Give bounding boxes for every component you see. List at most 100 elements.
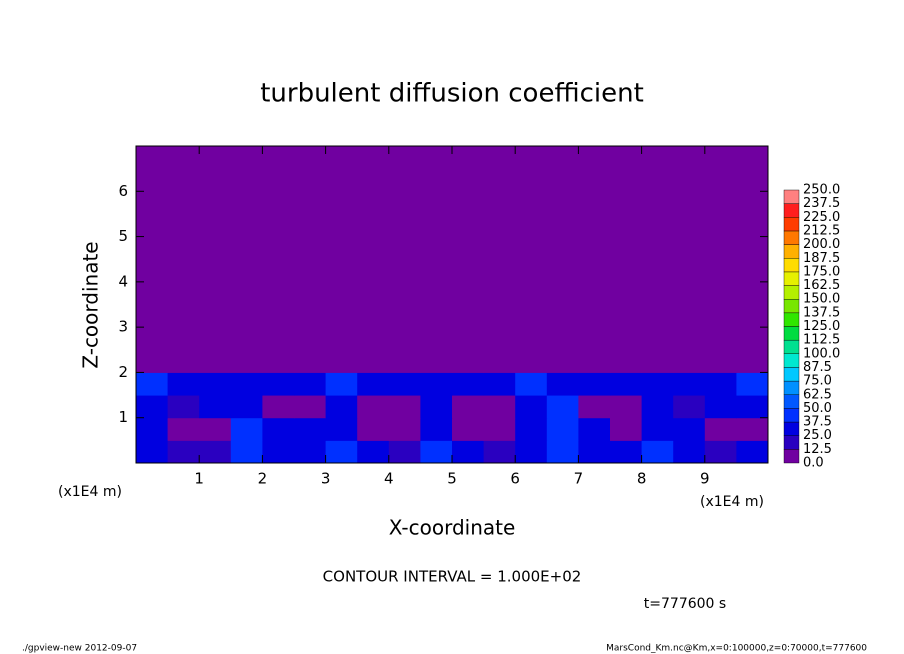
cell bbox=[736, 372, 769, 396]
colorbar-label: 75.0 bbox=[803, 374, 832, 389]
x-tick-label: 2 bbox=[258, 470, 268, 488]
colorbar-bin bbox=[783, 230, 800, 245]
cell bbox=[325, 395, 358, 419]
colorbar-bin bbox=[783, 312, 800, 327]
colorbar-bin bbox=[783, 394, 800, 409]
footer-left: ./gpview-new 2012-09-07 bbox=[22, 644, 137, 654]
colorbar-label: 125.0 bbox=[803, 319, 840, 334]
cell bbox=[736, 417, 769, 441]
cell bbox=[515, 440, 548, 464]
cell bbox=[294, 146, 327, 373]
colorbar-label: 200.0 bbox=[803, 237, 840, 252]
cell bbox=[452, 440, 485, 464]
cell bbox=[136, 417, 169, 441]
cell bbox=[673, 146, 706, 373]
cell bbox=[294, 440, 327, 464]
colorbar-bin bbox=[783, 339, 800, 354]
cell bbox=[230, 372, 263, 396]
cell bbox=[673, 417, 706, 441]
cell bbox=[704, 417, 737, 441]
colorbar-bin bbox=[783, 217, 800, 232]
cell bbox=[199, 146, 232, 373]
cell bbox=[483, 146, 516, 373]
cell bbox=[546, 417, 579, 441]
cell bbox=[452, 395, 485, 419]
cell bbox=[388, 440, 421, 464]
colorbar-label: 112.5 bbox=[803, 333, 840, 348]
cell bbox=[641, 395, 674, 419]
cell bbox=[546, 372, 579, 396]
cell bbox=[167, 417, 200, 441]
x-tick-label: 6 bbox=[510, 470, 520, 488]
colorbar-bin bbox=[783, 449, 800, 464]
cell bbox=[610, 372, 643, 396]
y-unit: (x1E4 m) bbox=[58, 484, 122, 500]
x-tick-label: 4 bbox=[384, 470, 394, 488]
colorbar-bin bbox=[783, 353, 800, 368]
cell bbox=[325, 146, 358, 373]
cell bbox=[641, 146, 674, 373]
colorbar-label: 212.5 bbox=[803, 223, 840, 238]
cell bbox=[578, 440, 611, 464]
cell bbox=[704, 440, 737, 464]
cell bbox=[641, 372, 674, 396]
cell bbox=[736, 440, 769, 464]
y-tick-label: 4 bbox=[118, 272, 128, 290]
cell bbox=[357, 372, 390, 396]
cell bbox=[420, 395, 453, 419]
colorbar-label: 162.5 bbox=[803, 278, 840, 293]
colorbar-bin bbox=[783, 367, 800, 382]
cell bbox=[420, 417, 453, 441]
cell bbox=[515, 146, 548, 373]
colorbar-bin bbox=[783, 299, 800, 314]
cell bbox=[641, 417, 674, 441]
cell bbox=[704, 146, 737, 373]
colorbar-label: 225.0 bbox=[803, 210, 840, 225]
cell bbox=[388, 417, 421, 441]
x-tick-label: 7 bbox=[574, 470, 584, 488]
cell bbox=[199, 372, 232, 396]
colorbar-bin bbox=[783, 203, 800, 218]
cell bbox=[167, 395, 200, 419]
y-tick-label: 3 bbox=[118, 318, 128, 336]
cell bbox=[199, 417, 232, 441]
cell bbox=[294, 417, 327, 441]
cell bbox=[325, 417, 358, 441]
chart-title: turbulent diffusion coefficient bbox=[260, 79, 644, 109]
cell bbox=[515, 372, 548, 396]
cell bbox=[610, 417, 643, 441]
cell bbox=[388, 395, 421, 419]
cell bbox=[230, 417, 263, 441]
cell bbox=[610, 146, 643, 373]
x-axis-label: X-coordinate bbox=[389, 516, 516, 540]
colorbar-label: 250.0 bbox=[803, 183, 840, 198]
colorbar-label: 62.5 bbox=[803, 387, 832, 402]
cell bbox=[641, 440, 674, 464]
y-tick-label: 6 bbox=[118, 182, 128, 200]
cell bbox=[483, 372, 516, 396]
cell bbox=[262, 440, 295, 464]
cell bbox=[452, 372, 485, 396]
cell bbox=[673, 395, 706, 419]
cell bbox=[136, 395, 169, 419]
colorbar-label: 25.0 bbox=[803, 428, 832, 443]
colorbar-label: 175.0 bbox=[803, 264, 840, 279]
cell bbox=[262, 146, 295, 373]
cell bbox=[515, 395, 548, 419]
cell bbox=[388, 372, 421, 396]
cell bbox=[578, 395, 611, 419]
cell bbox=[325, 372, 358, 396]
cell bbox=[420, 372, 453, 396]
cell bbox=[610, 440, 643, 464]
cell bbox=[578, 146, 611, 373]
y-tick-label: 1 bbox=[118, 408, 128, 426]
cell bbox=[546, 146, 579, 373]
cell bbox=[262, 417, 295, 441]
cell bbox=[610, 395, 643, 419]
colorbar-bin bbox=[783, 408, 800, 423]
cell bbox=[483, 417, 516, 441]
cell bbox=[483, 440, 516, 464]
cell bbox=[294, 372, 327, 396]
cell bbox=[167, 440, 200, 464]
colorbar-bin bbox=[783, 380, 800, 395]
